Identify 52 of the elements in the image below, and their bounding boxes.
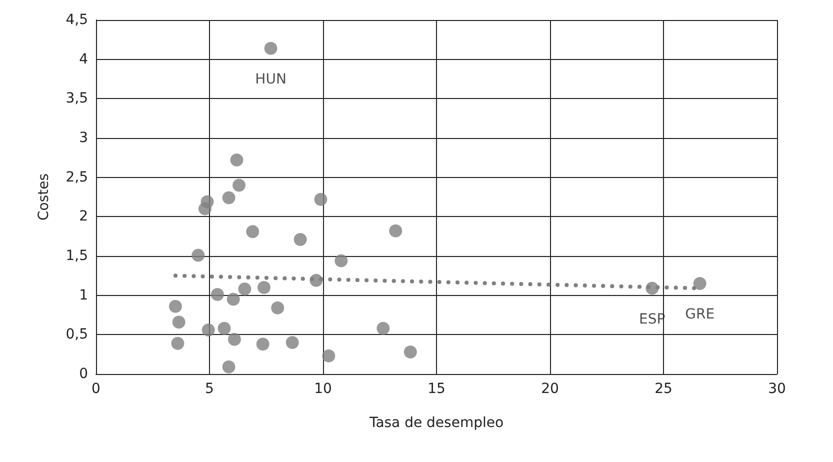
point bbox=[222, 191, 236, 204]
point bbox=[314, 192, 328, 206]
point bbox=[202, 323, 215, 336]
annotation: HUN bbox=[255, 71, 286, 88]
point bbox=[322, 349, 336, 362]
point bbox=[218, 322, 231, 335]
point bbox=[192, 248, 205, 262]
x-tick-label: 5 bbox=[205, 381, 214, 397]
point bbox=[693, 277, 706, 290]
point bbox=[230, 154, 244, 167]
point bbox=[171, 336, 184, 350]
y-tick-label: 2,5 bbox=[66, 169, 88, 186]
x-tick-label: 30 bbox=[768, 381, 786, 397]
point bbox=[172, 316, 186, 329]
point bbox=[246, 225, 260, 238]
y-tick-label: 4,5 bbox=[66, 12, 88, 28]
x-tick-label: 15 bbox=[428, 381, 446, 397]
point bbox=[646, 282, 659, 295]
point bbox=[238, 282, 252, 296]
point bbox=[256, 338, 270, 351]
y-axis-title: Costes bbox=[36, 173, 52, 221]
point bbox=[271, 301, 284, 314]
point bbox=[210, 288, 224, 302]
y-tick-label: 3,5 bbox=[66, 90, 88, 107]
point bbox=[264, 42, 278, 55]
point bbox=[294, 232, 307, 246]
y-tick-label: 1 bbox=[79, 287, 88, 304]
point bbox=[222, 360, 236, 374]
x-tick-label: 20 bbox=[541, 381, 559, 397]
point bbox=[389, 224, 402, 238]
point bbox=[228, 332, 241, 346]
annotation: GRE bbox=[685, 306, 715, 323]
point bbox=[198, 202, 212, 216]
x-axis-title: Tasa de desempleo bbox=[368, 415, 504, 431]
y-tick-label: 4 bbox=[79, 51, 88, 68]
point bbox=[168, 300, 182, 313]
point bbox=[286, 336, 299, 350]
x-tick-label: 10 bbox=[314, 381, 332, 397]
point bbox=[376, 322, 390, 335]
point bbox=[334, 254, 348, 268]
x-tick-label: 0 bbox=[92, 381, 100, 397]
point bbox=[404, 345, 417, 358]
y-tick-label: 3 bbox=[79, 130, 88, 146]
y-tick-label: 0 bbox=[79, 366, 88, 382]
x-tick-label: 25 bbox=[654, 381, 672, 397]
y-tick-label: 1,5 bbox=[66, 248, 88, 264]
point bbox=[232, 178, 246, 192]
point bbox=[226, 292, 240, 306]
point bbox=[310, 274, 323, 287]
y-tick-label: 0,5 bbox=[66, 326, 88, 343]
y-tick-label: 2 bbox=[79, 208, 88, 225]
point bbox=[257, 280, 270, 294]
